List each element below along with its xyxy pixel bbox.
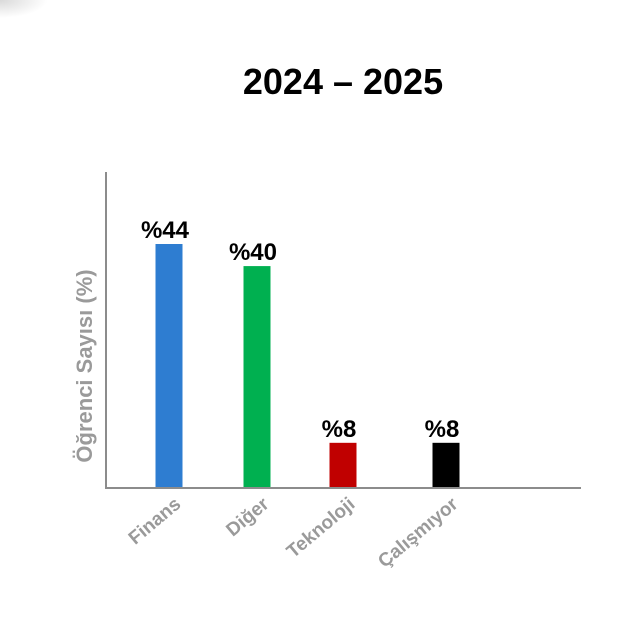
- x-tick-label-diger: Diğer: [223, 493, 274, 541]
- x-tick-label-teknoloji: Teknoloji: [283, 494, 359, 563]
- value-label-teknoloji: %8: [322, 416, 357, 443]
- x-tick-label-calismiyor: Çalışmıyor: [374, 493, 462, 572]
- corner-shadow: [0, 0, 48, 18]
- x-tick-labels-group: Finans Diğer Teknoloji Çalışmıyor: [125, 493, 463, 572]
- x-tick-label-finans: Finans: [125, 494, 185, 549]
- bar-calismiyor: [432, 442, 460, 487]
- bar-teknoloji: [329, 442, 357, 487]
- value-labels-group: %44 %40 %8 %8: [141, 217, 459, 443]
- chart-title: 2024 – 2025: [243, 61, 443, 102]
- value-label-diger: %40: [229, 239, 277, 266]
- bar-finans: [155, 244, 183, 487]
- y-axis-label: Öğrenci Sayısı (%): [72, 269, 97, 462]
- bar-diger: [243, 266, 271, 487]
- value-label-calismiyor: %8: [425, 416, 460, 443]
- bars-group: [155, 244, 460, 487]
- value-label-finans: %44: [141, 217, 190, 244]
